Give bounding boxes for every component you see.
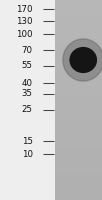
Text: 15: 15 xyxy=(22,136,33,146)
Text: 10: 10 xyxy=(22,150,33,159)
Text: 100: 100 xyxy=(16,30,33,39)
Text: 55: 55 xyxy=(22,61,33,70)
Text: 170: 170 xyxy=(16,4,33,14)
Ellipse shape xyxy=(70,48,96,72)
Text: 35: 35 xyxy=(22,90,33,98)
Text: 25: 25 xyxy=(22,106,33,114)
Text: 40: 40 xyxy=(22,78,33,88)
Ellipse shape xyxy=(63,39,102,81)
Text: 70: 70 xyxy=(22,46,33,55)
Text: 130: 130 xyxy=(16,17,33,25)
